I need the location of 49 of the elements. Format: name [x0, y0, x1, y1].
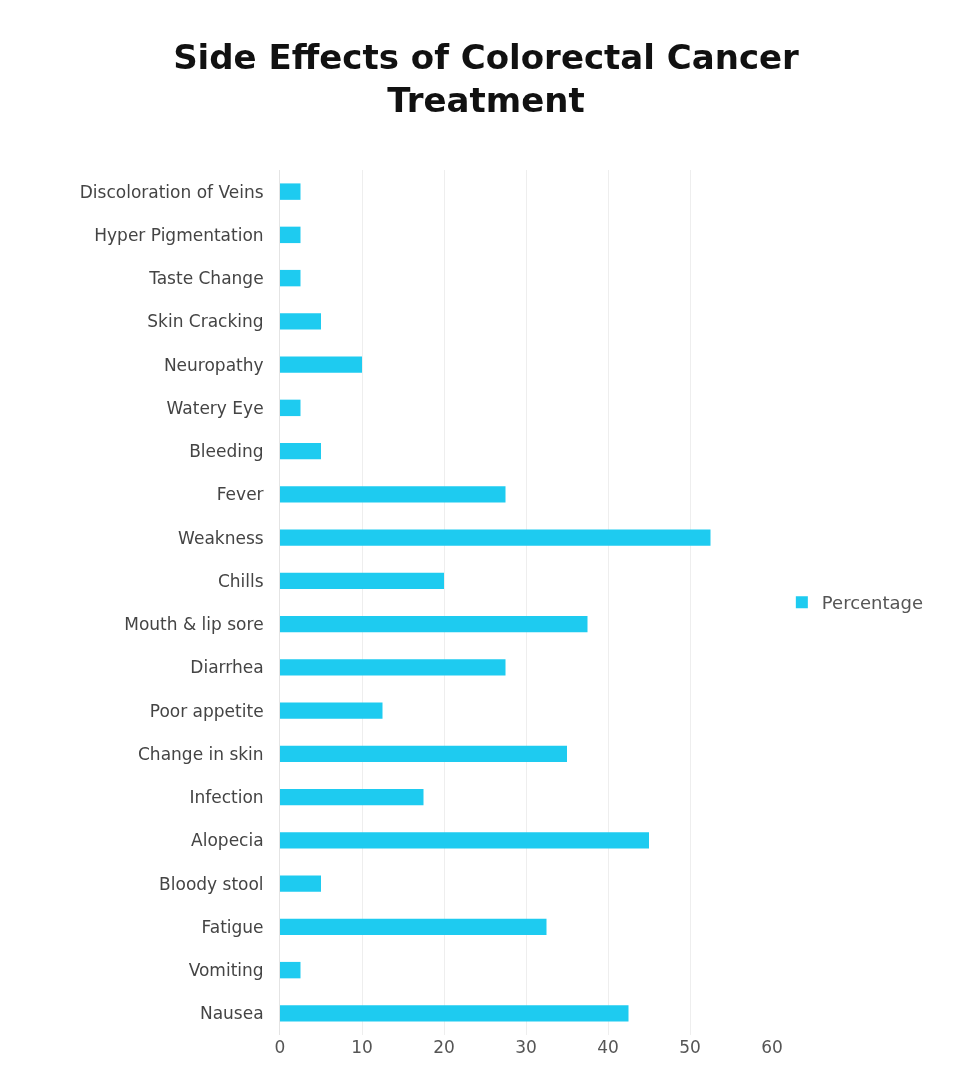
x-tick-label: 60: [761, 1037, 783, 1057]
y-tick-label: Change in skin: [138, 743, 264, 764]
y-tick-label: Diarrhea: [190, 657, 264, 678]
bar: [280, 529, 711, 546]
bar: [280, 572, 444, 590]
y-tick-label: Alopecia: [191, 830, 264, 851]
y-tick-label: Skin Cracking: [147, 311, 264, 332]
bar: [280, 615, 588, 633]
x-tick-label: 30: [515, 1037, 537, 1057]
x-tick-label: 40: [597, 1037, 619, 1057]
x-tick-label: 50: [679, 1037, 701, 1057]
bar: [280, 875, 321, 892]
x-tick-label: 20: [433, 1037, 455, 1057]
x-tick-label: 10: [351, 1037, 373, 1057]
bar: [280, 659, 506, 676]
bar: [280, 183, 301, 200]
y-tick-label: Weakness: [178, 527, 264, 548]
legend-label: Percentage: [821, 592, 924, 614]
chart-title: Side Effects of Colorectal Cancer Treatment: [172, 36, 800, 121]
bar: [280, 788, 424, 806]
y-tick-label: Fatigue: [201, 916, 264, 937]
bar: [280, 702, 383, 719]
bar: [280, 399, 301, 417]
bar: [280, 356, 362, 373]
y-tick-label: Taste Change: [148, 268, 264, 289]
bar: [280, 313, 321, 330]
y-tick-label: Mouth & lip sore: [124, 614, 264, 635]
y-tick-label: Infection: [189, 787, 264, 808]
bar: [280, 486, 506, 503]
bar: [280, 1005, 629, 1022]
y-tick-label: Hyper Pigmentation: [94, 224, 264, 245]
bar: [280, 832, 649, 849]
bar: [280, 745, 567, 763]
x-tick-label: 0: [274, 1037, 286, 1057]
bar: [280, 269, 301, 287]
y-tick-label: Watery Eye: [166, 397, 264, 418]
y-tick-label: Bloody stool: [159, 873, 264, 894]
y-tick-label: Discoloration of Veins: [79, 181, 264, 202]
bar: [280, 918, 547, 936]
y-tick-label: Bleeding: [189, 441, 264, 462]
bar: [280, 442, 321, 460]
y-tick-label: Neuropathy: [163, 354, 264, 375]
y-tick-label: Chills: [217, 570, 264, 591]
y-tick-label: Fever: [216, 484, 264, 505]
y-tick-label: Vomiting: [188, 960, 264, 981]
y-tick-label: Poor appetite: [149, 700, 264, 721]
bar: [280, 226, 301, 244]
y-tick-label: Nausea: [199, 1003, 264, 1024]
bar: [280, 961, 301, 979]
